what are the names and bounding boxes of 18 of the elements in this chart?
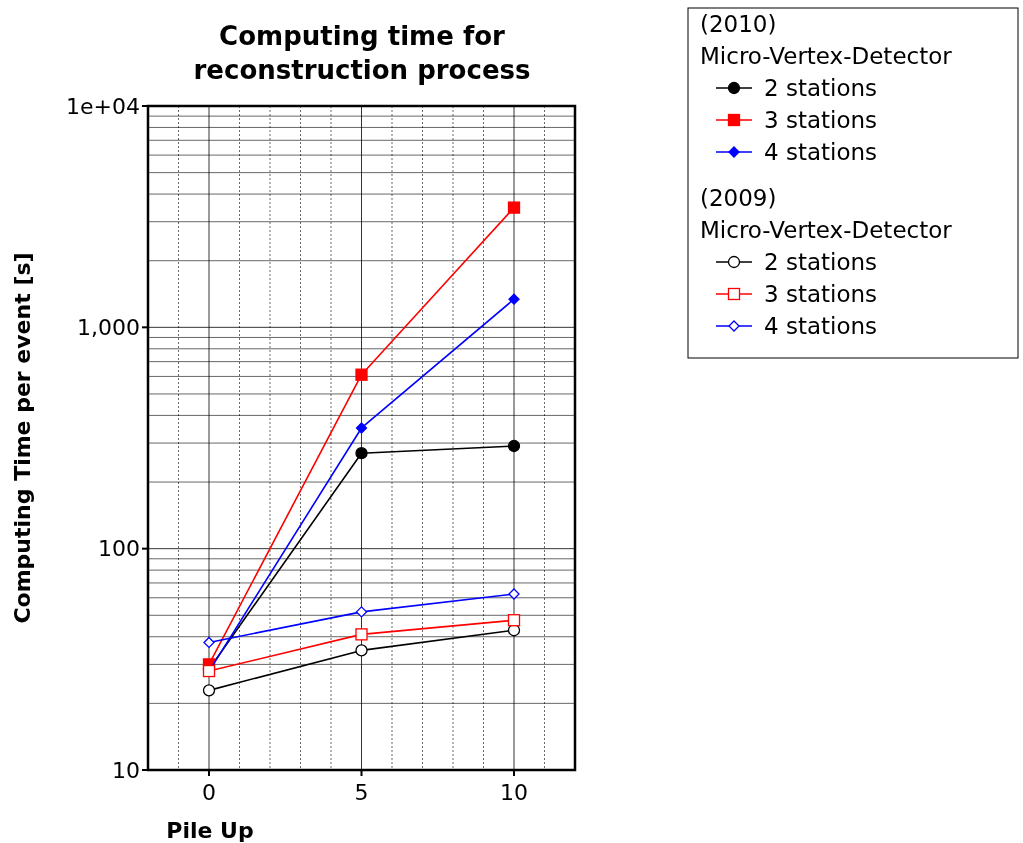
y-tick-label: 10: [112, 757, 140, 783]
y-axis-title: Computing Time per event [s]: [10, 252, 35, 624]
chart-title: Computing time for reconstruction process: [193, 21, 531, 85]
legend-label: 2 stations: [764, 249, 878, 275]
y-tick-label: 1e+04: [66, 93, 140, 119]
text: (2009) Micro-Vertex-Detector: [700, 185, 953, 243]
legend-label: 3 stations: [764, 281, 878, 307]
legend-label: 3 stations: [764, 107, 878, 133]
text: (2010) Micro-Vertex-Detector: [700, 11, 953, 69]
x-tick-label: 10: [500, 780, 528, 805]
legend-label: 4 stations: [764, 139, 878, 165]
x-axis-title: Pile Up: [166, 818, 254, 843]
x-tick-label: 0: [202, 780, 216, 805]
x-tick-label: 5: [354, 780, 369, 805]
y-tick-label: 1,000: [77, 315, 140, 341]
legend-label: 4 stations: [764, 313, 878, 339]
legend-label: 2 stations: [764, 75, 878, 101]
y-tick-label: 100: [98, 536, 140, 562]
